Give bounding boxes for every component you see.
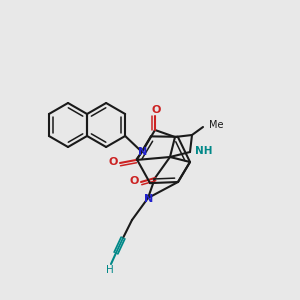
Text: H: H — [106, 265, 114, 275]
Text: O: O — [108, 157, 118, 167]
Text: Me: Me — [209, 120, 224, 130]
Text: N: N — [138, 147, 148, 157]
Text: NH: NH — [195, 146, 212, 156]
Text: N: N — [144, 194, 154, 204]
Text: O: O — [129, 176, 139, 186]
Text: O: O — [151, 105, 161, 115]
